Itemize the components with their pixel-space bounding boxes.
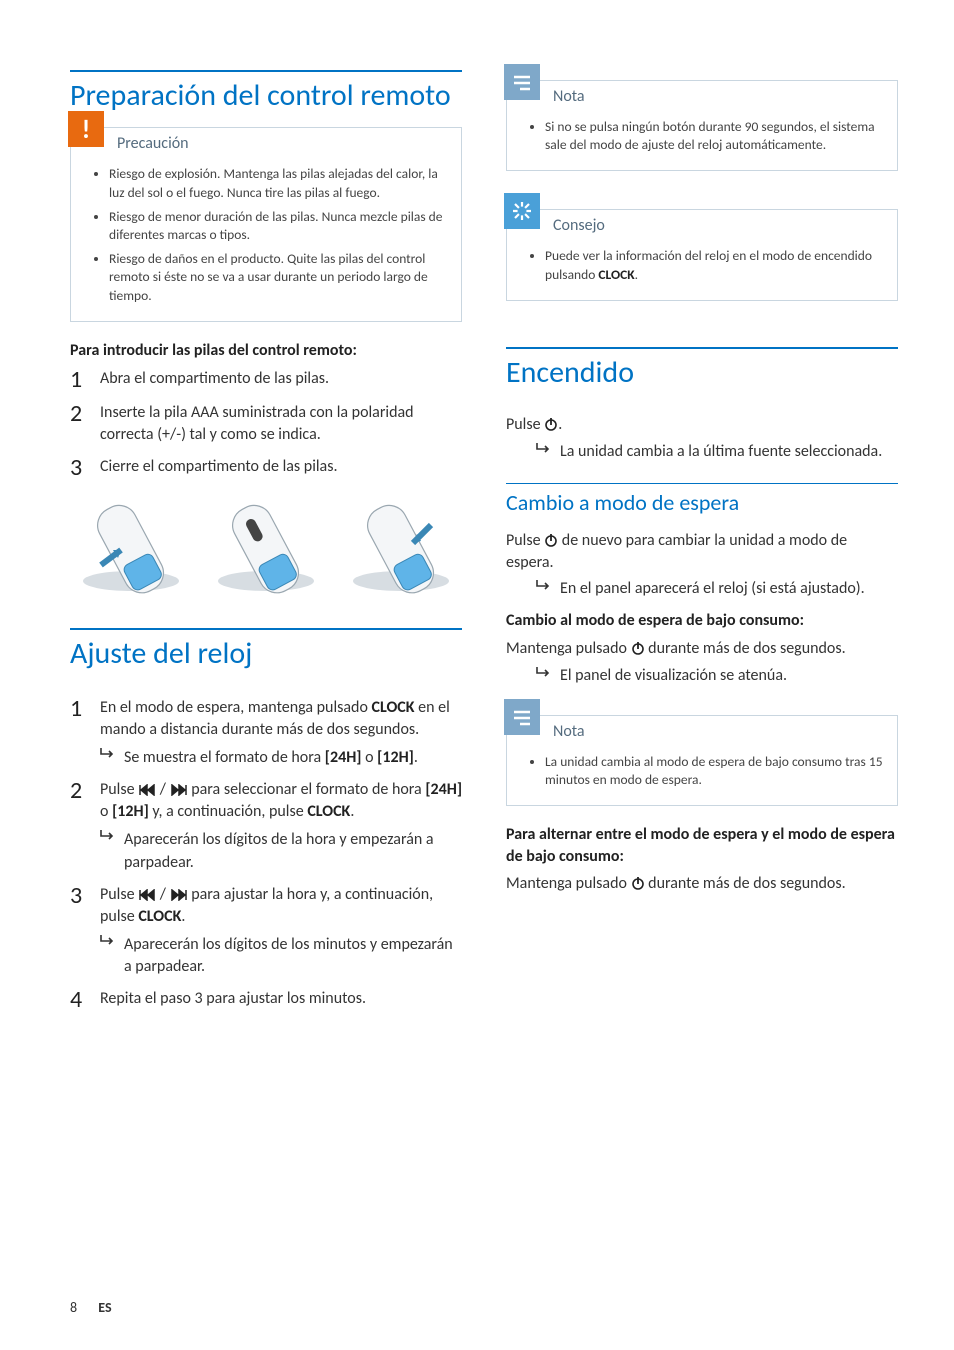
result-arrow-icon <box>536 442 552 454</box>
next-icon <box>170 889 188 901</box>
low-power-title: Cambio al modo de espera de bajo consumo… <box>506 610 898 632</box>
prev-icon <box>138 784 156 796</box>
standby-text: Pulse de nuevo para cambiar la unidad a … <box>506 530 898 573</box>
note-box: Nota La unidad cambia al modo de espera … <box>506 715 898 806</box>
rule <box>506 347 898 349</box>
caution-item: Riesgo de explosión. Mantenga las pilas … <box>109 165 449 201</box>
page-lang: ES <box>98 1299 111 1316</box>
result-arrow-icon <box>100 934 116 946</box>
heading-standby: Cambio a modo de espera <box>506 490 898 516</box>
page-footer: 8 ES <box>70 1299 112 1316</box>
heading-remote: Preparación del control remoto <box>70 78 462 113</box>
rule <box>70 70 462 72</box>
rule <box>70 628 462 630</box>
tip-icon <box>504 193 540 229</box>
remote-illustrations <box>70 490 462 600</box>
tip-text: Puede ver la información del reloj en el… <box>545 247 885 283</box>
heading-power: Encendido <box>506 355 898 390</box>
note-text: La unidad cambia al modo de espera de ba… <box>545 753 885 789</box>
tip-box: Consejo Puede ver la información del rel… <box>506 209 898 300</box>
caution-item: Riesgo de menor duración de las pilas. N… <box>109 208 449 244</box>
insert-steps: Abra el compartimento de las pilas. Inse… <box>70 368 462 480</box>
low-power-text: Mantenga pulsado durante más de dos segu… <box>506 638 898 660</box>
tip-title: Consejo <box>553 216 605 235</box>
result-arrow-icon <box>536 579 552 591</box>
caution-box: Precaución Riesgo de explosión. Mantenga… <box>70 127 462 322</box>
caution-icon: ! <box>68 111 104 147</box>
note-box: Nota Si no se pulsa ningún botón durante… <box>506 80 898 171</box>
note-title: Nota <box>553 722 585 741</box>
right-column: Nota Si no se pulsa ningún botón durante… <box>506 70 898 1022</box>
power-on: Pulse . <box>506 414 898 436</box>
next-icon <box>170 784 188 796</box>
toggle-text: Mantenga pulsado durante más de dos segu… <box>506 873 898 895</box>
step-text: Abra el compartimento de las pilas. <box>100 368 329 392</box>
power-icon <box>631 876 645 890</box>
note-text: Si no se pulsa ningún botón durante 90 s… <box>545 118 885 154</box>
step-text: Inserte la pila AAA suministrada con la … <box>100 402 462 446</box>
power-icon <box>631 641 645 655</box>
left-column: Preparación del control remoto ! Precauc… <box>70 70 462 1022</box>
power-icon <box>544 417 558 431</box>
page-number: 8 <box>70 1299 77 1316</box>
clock-steps: En el modo de espera, mantenga pulsado C… <box>70 697 462 1012</box>
result-arrow-icon <box>536 666 552 678</box>
prev-icon <box>138 889 156 901</box>
caution-title: Precaución <box>117 134 189 153</box>
result-arrow-icon <box>100 829 116 841</box>
heading-clock: Ajuste del reloj <box>70 636 462 671</box>
note-title: Nota <box>553 87 585 106</box>
note-icon <box>504 64 540 100</box>
step-text: Cierre el compartimento de las pilas. <box>100 456 338 480</box>
rule-thin <box>506 483 898 484</box>
note-icon <box>504 699 540 735</box>
caution-item: Riesgo de daños en el producto. Quite la… <box>109 250 449 305</box>
result-arrow-icon <box>100 747 116 759</box>
toggle-title: Para alternar entre el modo de espera y … <box>506 824 898 867</box>
power-icon <box>544 533 558 547</box>
insert-batteries-title: Para introducir las pilas del control re… <box>70 340 462 362</box>
